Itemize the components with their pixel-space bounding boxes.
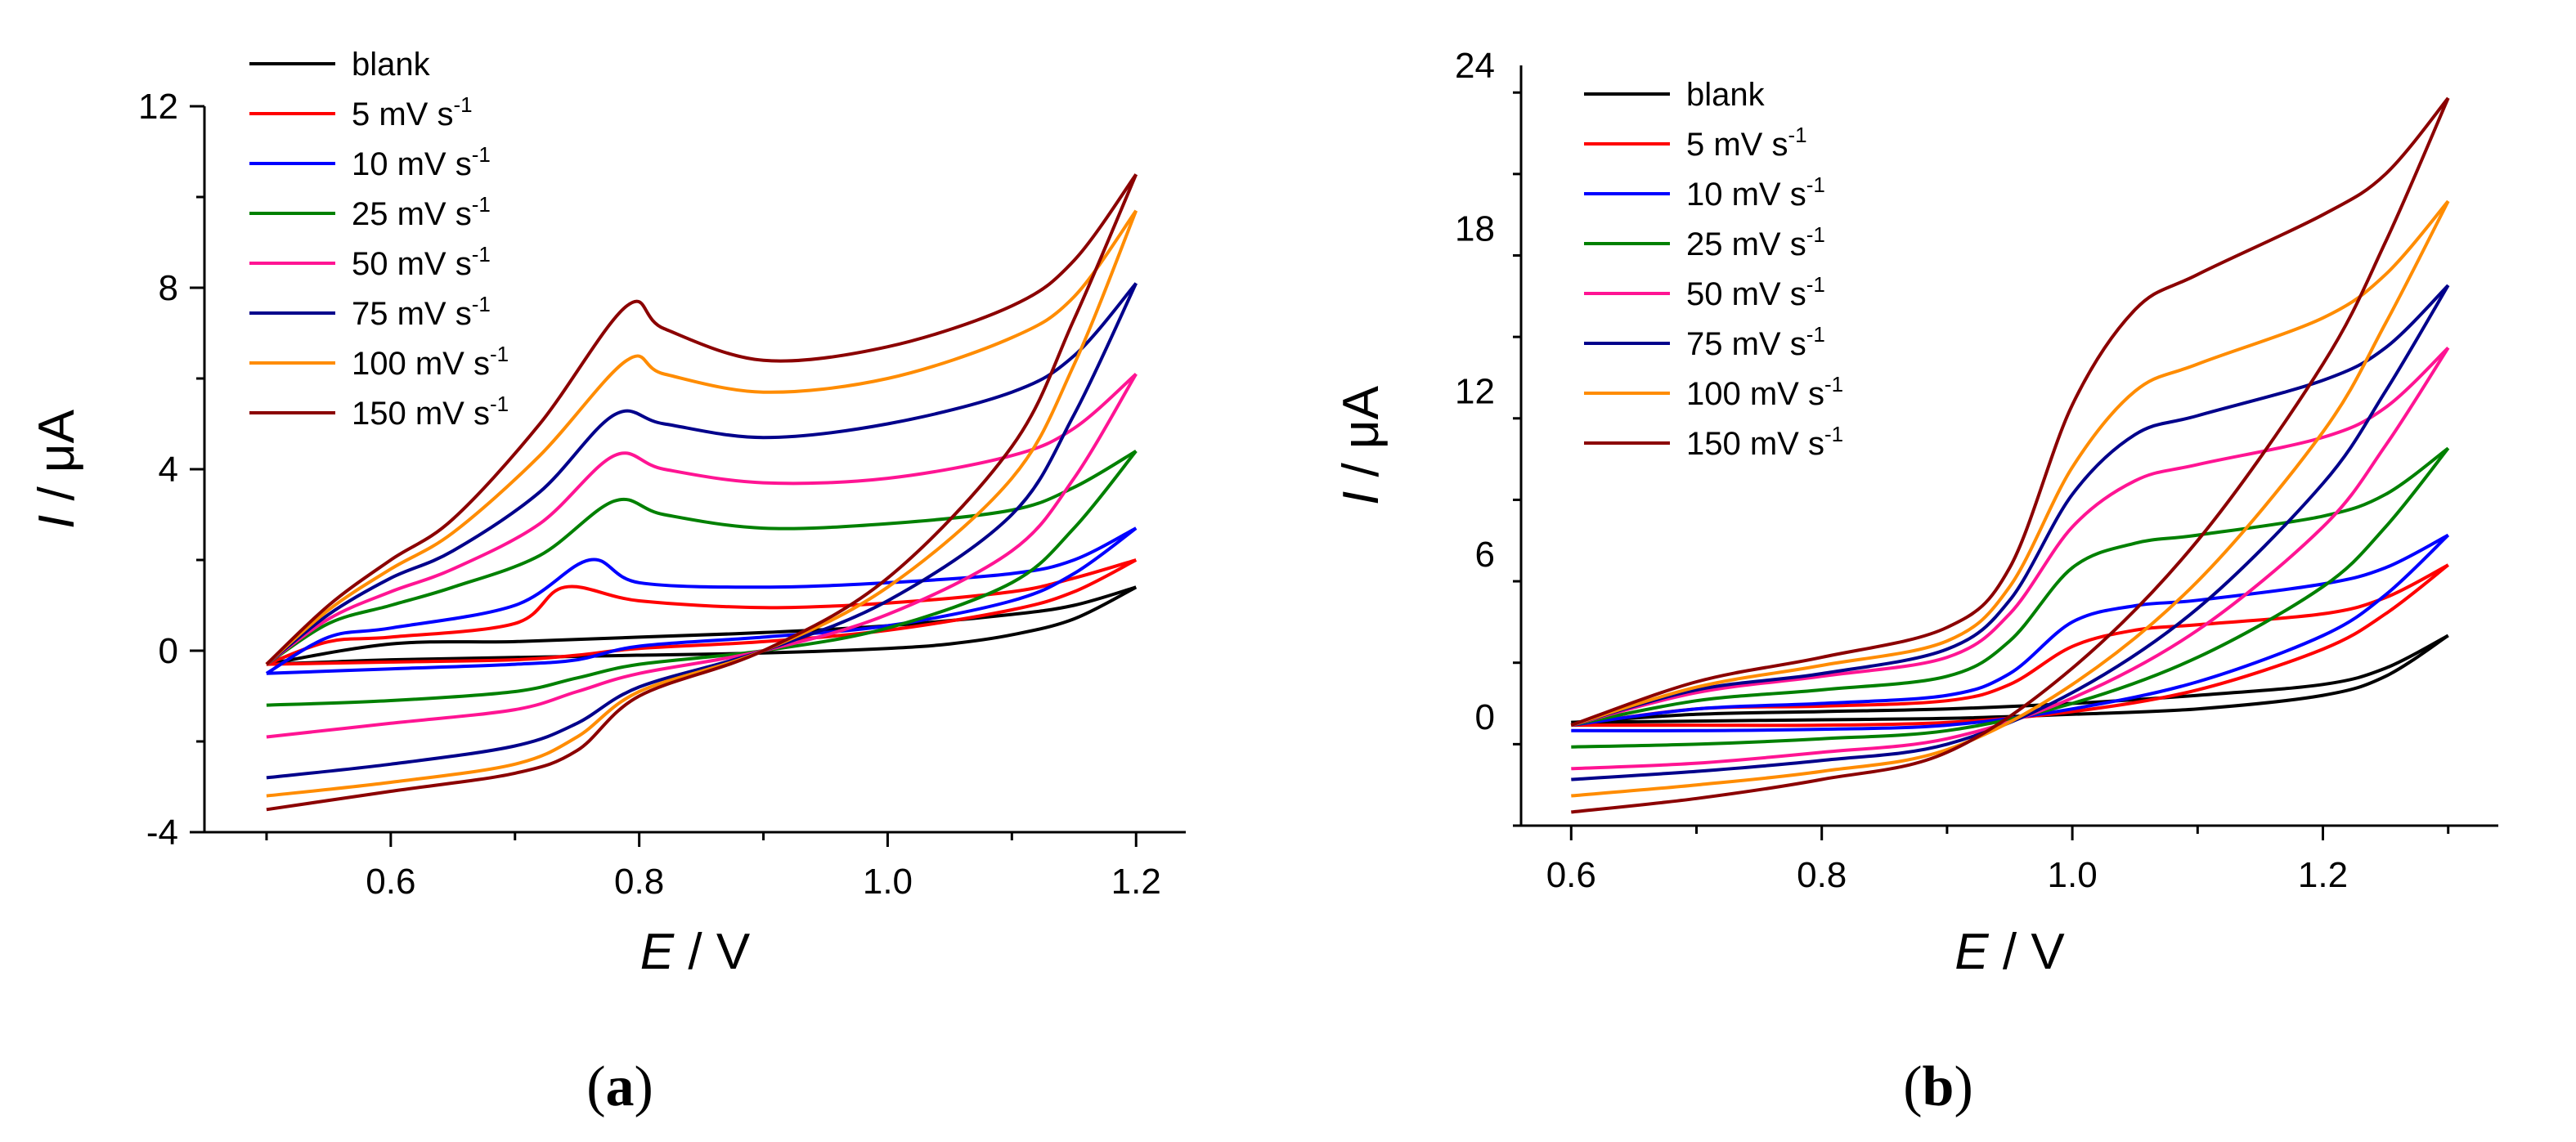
y-tick-label-b: 12 [1455,372,1495,412]
series-reverse-a-0 [266,585,1137,666]
y-tick-label-b: 24 [1455,46,1495,86]
legend-label-b-2: 10 mV s-1 [1686,172,1825,213]
y-tick-label-b: 0 [1475,697,1495,737]
legend-label-a-0: blank [352,47,431,83]
y-axis-title-a: I / μA [29,409,85,529]
x-tick-label-b: 1.2 [2298,855,2348,895]
series-forward-b-2 [1571,534,2450,732]
series-reverse-b-6 [1570,199,2450,728]
panel-letter-a: a [605,1055,635,1118]
series-reverse-a-4 [265,372,1138,666]
legend-label-b-7: 150 mV s-1 [1686,422,1843,462]
series-forward-a-2 [266,526,1138,675]
series-reverse-b-5 [1570,284,2450,728]
panel-label-a: (a) [586,1055,653,1118]
legend-label-a-4: 50 mV s-1 [352,242,491,282]
series-reverse-a-7 [265,173,1138,666]
y-axis-title-b: I / μA [1333,385,1389,505]
x-axis-var-b: E [1954,924,1989,980]
series-forward-a-4 [266,373,1138,739]
series-forward-b-4 [1571,347,2450,771]
series-forward-b-3 [1571,447,2450,749]
series-reverse-a-6 [265,209,1138,666]
x-tick-label-a: 0.6 [366,862,415,902]
series-reverse-a-2 [265,526,1138,675]
chart-panel-a: 0.6 0.8 1.0 1.2 -4 0 4 8 12 E / V I / μA blank 5 mV … [29,47,1186,1118]
x-axis-title-b: E / V [1954,924,2065,980]
series-forward-b-5 [1571,284,2450,781]
chart-svg-a: 0.6 0.8 1.0 1.2 -4 0 4 8 12 E / V I / μA blank 5 mV … [29,47,1186,980]
series-reverse-b-7 [1570,96,2450,727]
x-axis-var-a: E [640,924,675,980]
legend-a: blank 5 mV s-1 10 mV s-1 25 mV s-1 50 mV s-1… [249,47,509,432]
x-tick-label-a: 1.0 [863,862,913,902]
legend-label-a-6: 100 mV s-1 [352,342,509,382]
legend-label-a-5: 75 mV s-1 [352,292,491,332]
plot-area-b [1570,96,2450,814]
y-axis-unit-a: / μA [29,409,85,514]
legend-label-b-4: 50 mV s-1 [1686,272,1825,312]
y-tick-label-a: 8 [159,268,178,308]
legend-label-a-7: 150 mV s-1 [352,392,509,432]
y-tick-label-a: 0 [159,631,178,671]
plot-area-a [265,173,1138,812]
y-tick-label-a: 12 [138,87,178,127]
series-forward-b-1 [1571,563,2449,728]
x-tick-label-b: 1.0 [2048,855,2098,895]
series-forward-b-7 [1571,97,2450,814]
panel-letter-b: b [1922,1055,1954,1118]
y-axis-unit-b: / μA [1333,385,1389,490]
x-axis-unit-a: / V [674,924,751,980]
series-reverse-a-3 [265,450,1138,666]
legend-label-a-2: 10 mV s-1 [352,142,491,182]
x-tick-label-a: 1.2 [1111,862,1161,902]
legend-label-b-5: 75 mV s-1 [1686,322,1825,362]
legend-label-a-3: 25 mV s-1 [352,192,491,232]
series-forward-a-3 [266,450,1138,707]
series-forward-b-6 [1571,200,2450,798]
legend-label-b-1: 5 mV s-1 [1686,123,1807,163]
series-reverse-a-1 [266,558,1137,666]
legend-label-b-3: 25 mV s-1 [1686,222,1825,262]
chart-svg-b: 0.6 0.8 1.0 1.2 0 6 12 18 24 E / V I / μA blank 5 mV… [1333,46,2498,980]
y-tick-label-a: -4 [146,813,178,853]
x-tick-label-a: 0.8 [614,862,664,902]
x-tick-label-b: 0.8 [1797,855,1847,895]
series-forward-a-7 [266,173,1138,812]
panel-label-b: (b) [1903,1055,1973,1118]
legend-label-b-0: blank [1686,77,1766,113]
series-reverse-b-3 [1570,446,2449,728]
series-forward-a-1 [266,558,1138,666]
chart-panel-b: 0.6 0.8 1.0 1.2 0 6 12 18 24 E / V I / μA blank 5 mV… [1288,0,2576,1142]
legend-label-a-1: 5 mV s-1 [352,92,473,132]
series-reverse-a-5 [265,282,1138,666]
y-axis-var-b: I [1333,491,1389,505]
y-tick-label-b: 18 [1455,208,1495,249]
legend-label-b-6: 100 mV s-1 [1686,372,1843,412]
series-reverse-b-4 [1570,346,2450,728]
x-axis-title-a: E / V [640,924,751,980]
y-axis-var-a: I [29,515,85,529]
y-tick-label-b: 6 [1475,535,1495,575]
x-axis-unit-b: / V [1989,924,2066,980]
x-tick-label-b: 0.6 [1546,855,1596,895]
y-tick-label-a: 4 [159,450,178,490]
legend-b: blank 5 mV s-1 10 mV s-1 25 mV s-1 50 mV s-1… [1584,77,1843,462]
